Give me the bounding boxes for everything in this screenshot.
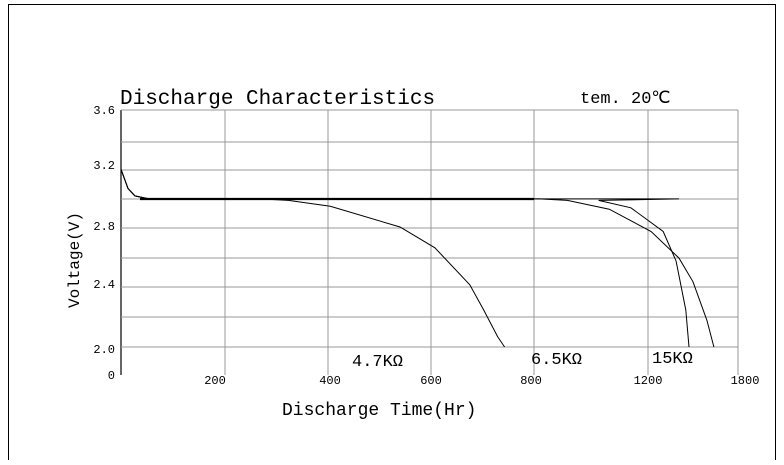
x-tick-label: 600 (420, 374, 442, 388)
y-tick-label: 2.4 (93, 278, 115, 292)
series-group: 4.7KΩ 6.5KΩ 15KΩ (120, 169, 715, 372)
y-axis-label: Voltage(V) (66, 212, 84, 308)
x-tick-label: 1200 (634, 374, 663, 388)
y-tick-label: 2.0 (93, 343, 115, 357)
temperature-annotation: tem. 20℃ (580, 90, 671, 109)
series-label: 6.5KΩ (531, 351, 582, 370)
x-tick-label: 800 (520, 374, 542, 388)
x-tick-label: 400 (319, 374, 341, 388)
chart-title: Discharge Characteristics (120, 88, 435, 111)
y-tick-label: 0 (108, 369, 115, 383)
y-tick-label: 2.8 (93, 220, 115, 234)
x-tick-label: 1800 (731, 374, 760, 388)
tick-labels: 3.6 3.2 2.8 2.4 2.0 0 200 400 600 800 1200 1800 (93, 104, 759, 388)
x-tick-label: 200 (204, 374, 226, 388)
y-tick-label: 3.6 (93, 104, 115, 118)
series-label: 15KΩ (652, 350, 693, 369)
grid (120, 109, 739, 375)
x-axis-label: Discharge Time(Hr) (282, 401, 476, 421)
series-line (120, 169, 690, 348)
series-label: 4.7KΩ (352, 353, 403, 372)
y-tick-label: 3.2 (93, 159, 115, 173)
chart-frame (8, 4, 776, 460)
